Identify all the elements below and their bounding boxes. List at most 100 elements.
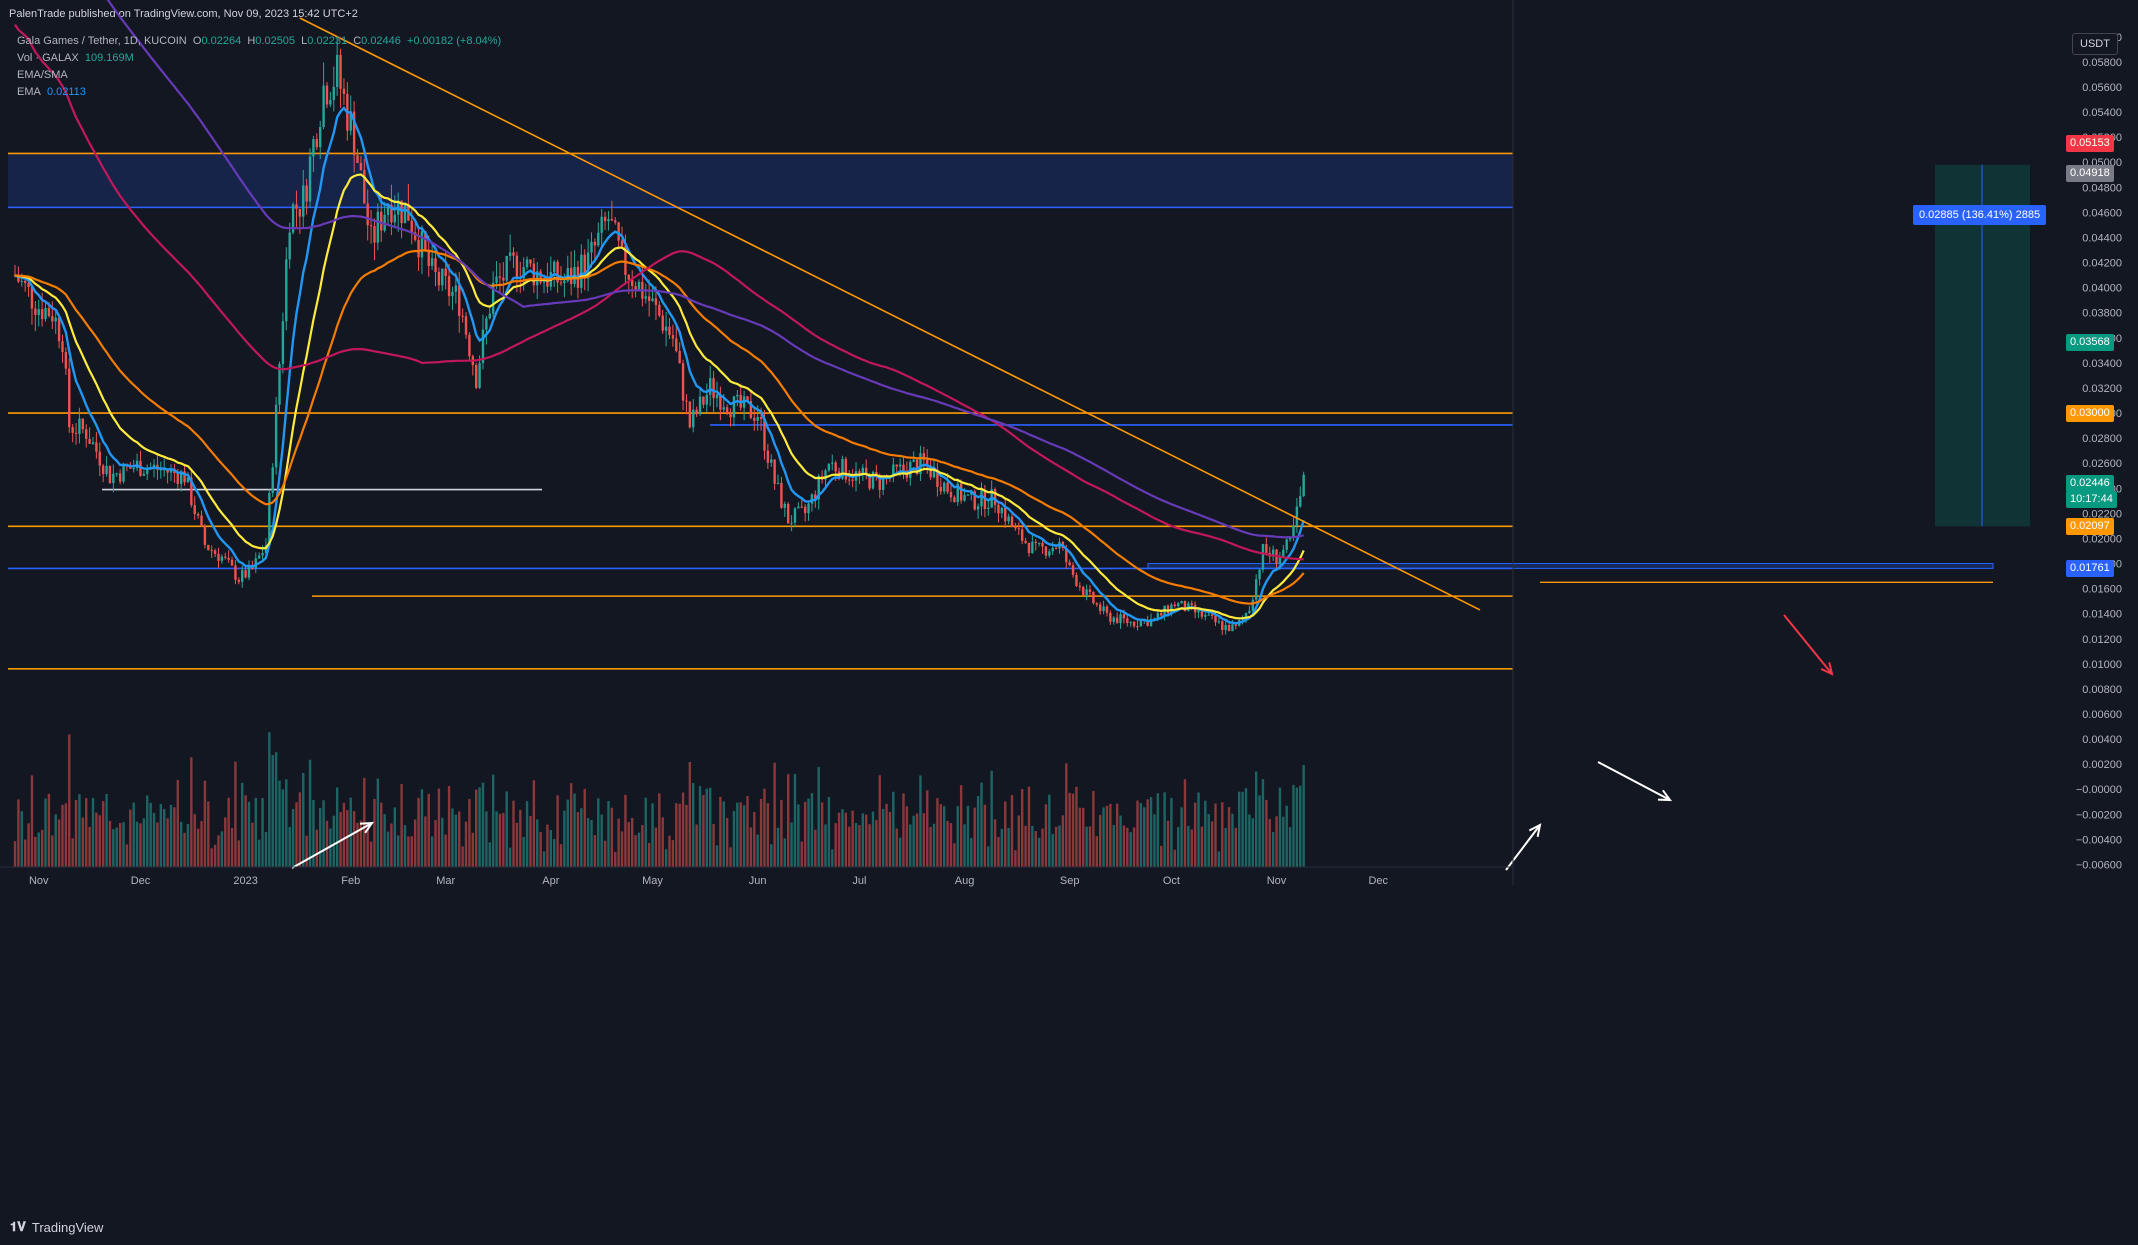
bottom-bar — [0, 1214, 2138, 1245]
candle — [1258, 569, 1261, 580]
volume-bar — [400, 784, 403, 867]
publish-info: PalenTrade published on TradingView.com,… — [9, 8, 358, 20]
volume-bar — [1244, 788, 1248, 867]
candle — [349, 111, 352, 131]
candle — [23, 280, 27, 284]
candle — [1102, 606, 1105, 612]
legend-high: 0.02505 — [255, 35, 296, 47]
candle — [302, 185, 305, 217]
volume-bar — [146, 795, 149, 867]
candle — [424, 231, 427, 250]
candle — [1173, 604, 1176, 607]
volume-bar — [1014, 850, 1017, 867]
volume-bar — [298, 792, 302, 867]
candle — [335, 54, 339, 87]
volume-bar — [1214, 803, 1217, 867]
legend-vol-label: Vol · GALAX — [17, 52, 79, 64]
candle — [844, 458, 848, 480]
volume-bar — [919, 775, 922, 867]
volume-bar — [705, 788, 709, 867]
volume-bar — [1085, 826, 1088, 867]
volume-bar — [848, 826, 851, 867]
volume-bar — [1051, 833, 1054, 867]
candle — [1098, 604, 1102, 612]
volume-bar — [1071, 793, 1075, 867]
volume-bar — [1017, 815, 1020, 867]
currency-button[interactable]: USDT — [2072, 33, 2118, 55]
volume-bar — [1139, 802, 1143, 867]
candle — [1231, 624, 1234, 632]
volume-bar — [420, 789, 424, 867]
candle — [210, 550, 213, 552]
volume-bar — [1146, 799, 1149, 867]
volume-bar — [1254, 771, 1258, 867]
volume-bar — [68, 734, 71, 867]
volume-bar — [54, 814, 57, 867]
volume-bar — [1268, 819, 1271, 867]
volume-bar — [383, 814, 386, 867]
volume-bar — [583, 788, 586, 867]
candle — [827, 463, 831, 471]
candle — [692, 409, 695, 428]
volume-bar — [892, 791, 895, 867]
candle — [1204, 614, 1207, 617]
candle — [234, 565, 237, 580]
volume-bar — [213, 844, 217, 867]
candle — [614, 220, 617, 223]
candle — [413, 232, 417, 240]
volume-bar — [746, 796, 749, 867]
x-tick-label: Sep — [1060, 875, 1080, 887]
volume-bar — [271, 755, 274, 867]
candle — [200, 515, 203, 527]
candle — [1136, 626, 1139, 628]
candle — [708, 378, 712, 395]
candle — [485, 318, 488, 330]
candle — [1197, 609, 1200, 613]
volume-bar — [970, 837, 973, 867]
volume-bar — [190, 757, 193, 867]
candle — [508, 252, 512, 256]
volume-bar — [437, 788, 441, 867]
candle — [478, 363, 481, 388]
volume-bar — [803, 801, 807, 867]
volume-bar — [556, 795, 559, 867]
volume-bar — [834, 823, 837, 867]
candle — [1183, 601, 1187, 612]
x-tick-label: Nov — [29, 875, 49, 887]
candle — [671, 335, 675, 339]
legend-volume: Vol · GALAX 109.169M — [17, 52, 134, 64]
top-bar: PalenTrade published on TradingView.com,… — [0, 0, 2138, 26]
volume-bar — [13, 841, 17, 867]
volume-bar — [922, 813, 926, 867]
candle — [129, 466, 132, 469]
volume-bar — [203, 780, 207, 867]
volume-bar — [844, 812, 848, 867]
volume-bar — [427, 793, 430, 867]
candle — [51, 316, 54, 322]
volume-bar — [430, 836, 434, 867]
candle — [61, 341, 64, 353]
volume-bar — [1034, 831, 1037, 867]
volume-bar — [695, 824, 698, 867]
candle — [963, 495, 966, 501]
volume-bar — [346, 810, 349, 867]
legend-ema-sma: EMA/SMA — [17, 69, 68, 81]
volume-bar — [658, 793, 661, 867]
legend-h-label: H — [247, 35, 256, 47]
candle — [132, 468, 135, 470]
volume-bar — [651, 803, 654, 867]
volume-bar — [20, 811, 23, 867]
candle — [1251, 599, 1254, 611]
volume-bar — [288, 826, 291, 867]
candle — [668, 326, 671, 336]
candle — [546, 279, 549, 287]
candle — [746, 396, 749, 402]
candle — [464, 316, 468, 335]
volume-bar — [1275, 816, 1278, 867]
tradingview-logo[interactable]: 𝟏𝐕 TradingView — [10, 1219, 103, 1235]
candle — [430, 258, 434, 266]
volume-bar — [224, 817, 227, 867]
volume-bar — [614, 852, 617, 867]
volume-bar — [207, 801, 210, 867]
